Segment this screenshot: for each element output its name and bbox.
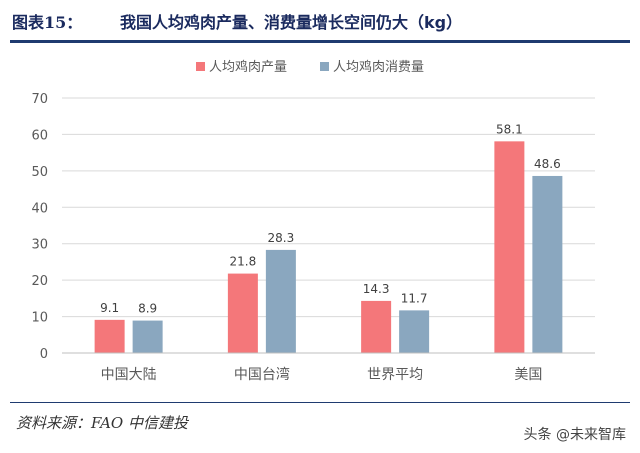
legend-swatch: [320, 62, 329, 71]
bar: [399, 310, 430, 353]
bar: [265, 249, 296, 353]
figure-label: 图表15：: [12, 13, 83, 32]
y-tick-label: 0: [40, 347, 48, 362]
legend-swatch: [196, 62, 205, 71]
x-tick-label: 中国台湾: [234, 366, 290, 383]
bar: [94, 319, 125, 353]
y-tick-label: 10: [31, 311, 48, 326]
y-tick-label: 20: [31, 274, 48, 289]
bar: [532, 175, 563, 353]
legend-label: 人均鸡肉产量: [209, 59, 287, 75]
legend-label: 人均鸡肉消费量: [333, 59, 424, 75]
bar: [361, 300, 392, 353]
bar: [227, 273, 258, 353]
bar: [132, 320, 163, 353]
chart-title: 我国人均鸡肉产量、消费量增长空间仍大（kg）: [120, 13, 463, 32]
x-tick-label: 中国大陆: [101, 367, 157, 383]
y-tick-label: 70: [31, 92, 48, 107]
watermark: 头条 @未来智库: [523, 427, 626, 443]
bar: [494, 141, 525, 353]
data-label: 11.7: [401, 291, 428, 305]
source-divider: [10, 402, 630, 403]
bar-chart: 0 10 20 30 40 50 60 70 人均鸡肉产量 人均鸡肉消费量 9.1 8.9 中国大陆 21…: [31, 59, 595, 383]
data-label: 58.1: [496, 122, 523, 136]
data-label: 14.3: [363, 282, 390, 296]
y-tick-label: 60: [31, 128, 48, 143]
x-tick-label: 美国: [514, 367, 542, 383]
data-label: 9.1: [100, 301, 119, 315]
title-divider: [10, 40, 630, 43]
x-tick-label: 世界平均: [367, 367, 423, 383]
data-label: 28.3: [268, 231, 295, 245]
chart-area: 0 10 20 30 40 50 60 70 人均鸡肉产量 人均鸡肉消费量 9.1 8.9 中国大陆 21…: [0, 48, 640, 393]
source-note: 资料来源：FAO 中信建投: [16, 414, 189, 432]
y-tick-label: 40: [31, 201, 48, 216]
data-label: 21.8: [230, 255, 257, 269]
data-label: 8.9: [138, 302, 157, 316]
y-tick-label: 50: [31, 165, 48, 180]
figure-header: 图表15： 我国人均鸡肉产量、消费量增长空间仍大（kg）: [0, 0, 640, 40]
data-label: 48.6: [534, 157, 561, 171]
y-tick-label: 30: [31, 238, 48, 253]
